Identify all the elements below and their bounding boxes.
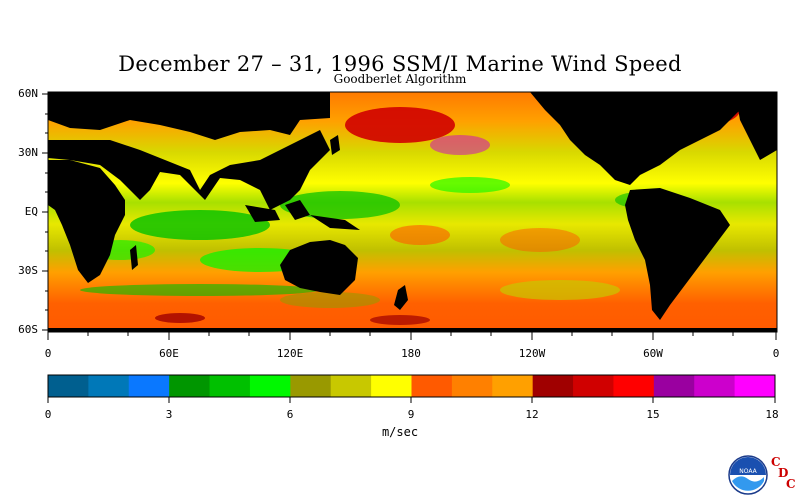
lat-label-eq: EQ xyxy=(24,205,38,218)
colorbar-label-0: 0 xyxy=(44,408,52,421)
lon-label-60e: 60E xyxy=(159,347,179,360)
colorbar-swatch xyxy=(290,375,332,397)
colorbar-swatch xyxy=(573,375,614,397)
lon-label-60w: 60W xyxy=(643,347,663,360)
colorbar-swatch xyxy=(451,375,493,397)
colorbar-swatch xyxy=(411,375,453,397)
lon-label-120e: 120E xyxy=(276,347,304,360)
noaa-logo-text: NOAA xyxy=(739,468,757,475)
colorbar-label-6: 6 xyxy=(286,408,294,421)
wind-speed-field xyxy=(48,92,777,332)
colorbar-label-15: 15 xyxy=(646,408,660,421)
lon-label-0-west: 0 xyxy=(44,347,52,360)
colorbar-label-3: 3 xyxy=(165,408,173,421)
cdc-letter-3: C xyxy=(786,477,796,491)
colorbar-swatch xyxy=(209,375,251,397)
lat-label-30n: 30N xyxy=(18,146,38,159)
colorbar-swatch xyxy=(653,375,695,397)
land-mask xyxy=(48,92,777,332)
colorbar-swatch xyxy=(371,375,412,397)
map-title: December 27 – 31, 1996 SSM/I Marine Wind… xyxy=(118,52,682,76)
lat-label-60s: 60S xyxy=(18,323,38,336)
colorbar-swatch xyxy=(613,375,655,397)
lon-ticks xyxy=(47,332,777,340)
colorbar-swatch xyxy=(694,375,736,397)
lat-label-60n: 60N xyxy=(18,87,38,100)
colorbar-swatch xyxy=(532,375,574,397)
colorbar-swatch xyxy=(330,375,372,397)
cdc-letter-1: C xyxy=(771,455,781,469)
lon-label-180: 180 xyxy=(401,347,421,360)
lon-label-0-east: 0 xyxy=(772,347,780,360)
lat-label-30s: 30S xyxy=(18,264,38,277)
colorbar-swatch xyxy=(128,375,170,397)
colorbar-label-12: 12 xyxy=(525,408,539,421)
noaa-logo: NOAA xyxy=(728,455,768,495)
colorbar-label-18: 18 xyxy=(765,408,779,421)
colorbar-units: m/sec xyxy=(381,425,419,439)
lon-label-120w: 120W xyxy=(518,347,546,360)
colorbar-swatch xyxy=(88,375,130,397)
colorbar-swatch xyxy=(48,375,89,397)
colorbar-swatch xyxy=(492,375,534,397)
colorbar xyxy=(48,375,776,397)
lat-ticks xyxy=(42,93,48,331)
colorbar-swatch xyxy=(169,375,211,397)
map-subtitle: Goodberlet Algorithm xyxy=(333,72,467,86)
colorbar-label-9: 9 xyxy=(407,408,415,421)
colorbar-ticks xyxy=(47,397,776,403)
colorbar-swatch xyxy=(249,375,291,397)
colorbar-swatch xyxy=(734,375,776,397)
cdc-letter-2: D xyxy=(778,466,789,480)
